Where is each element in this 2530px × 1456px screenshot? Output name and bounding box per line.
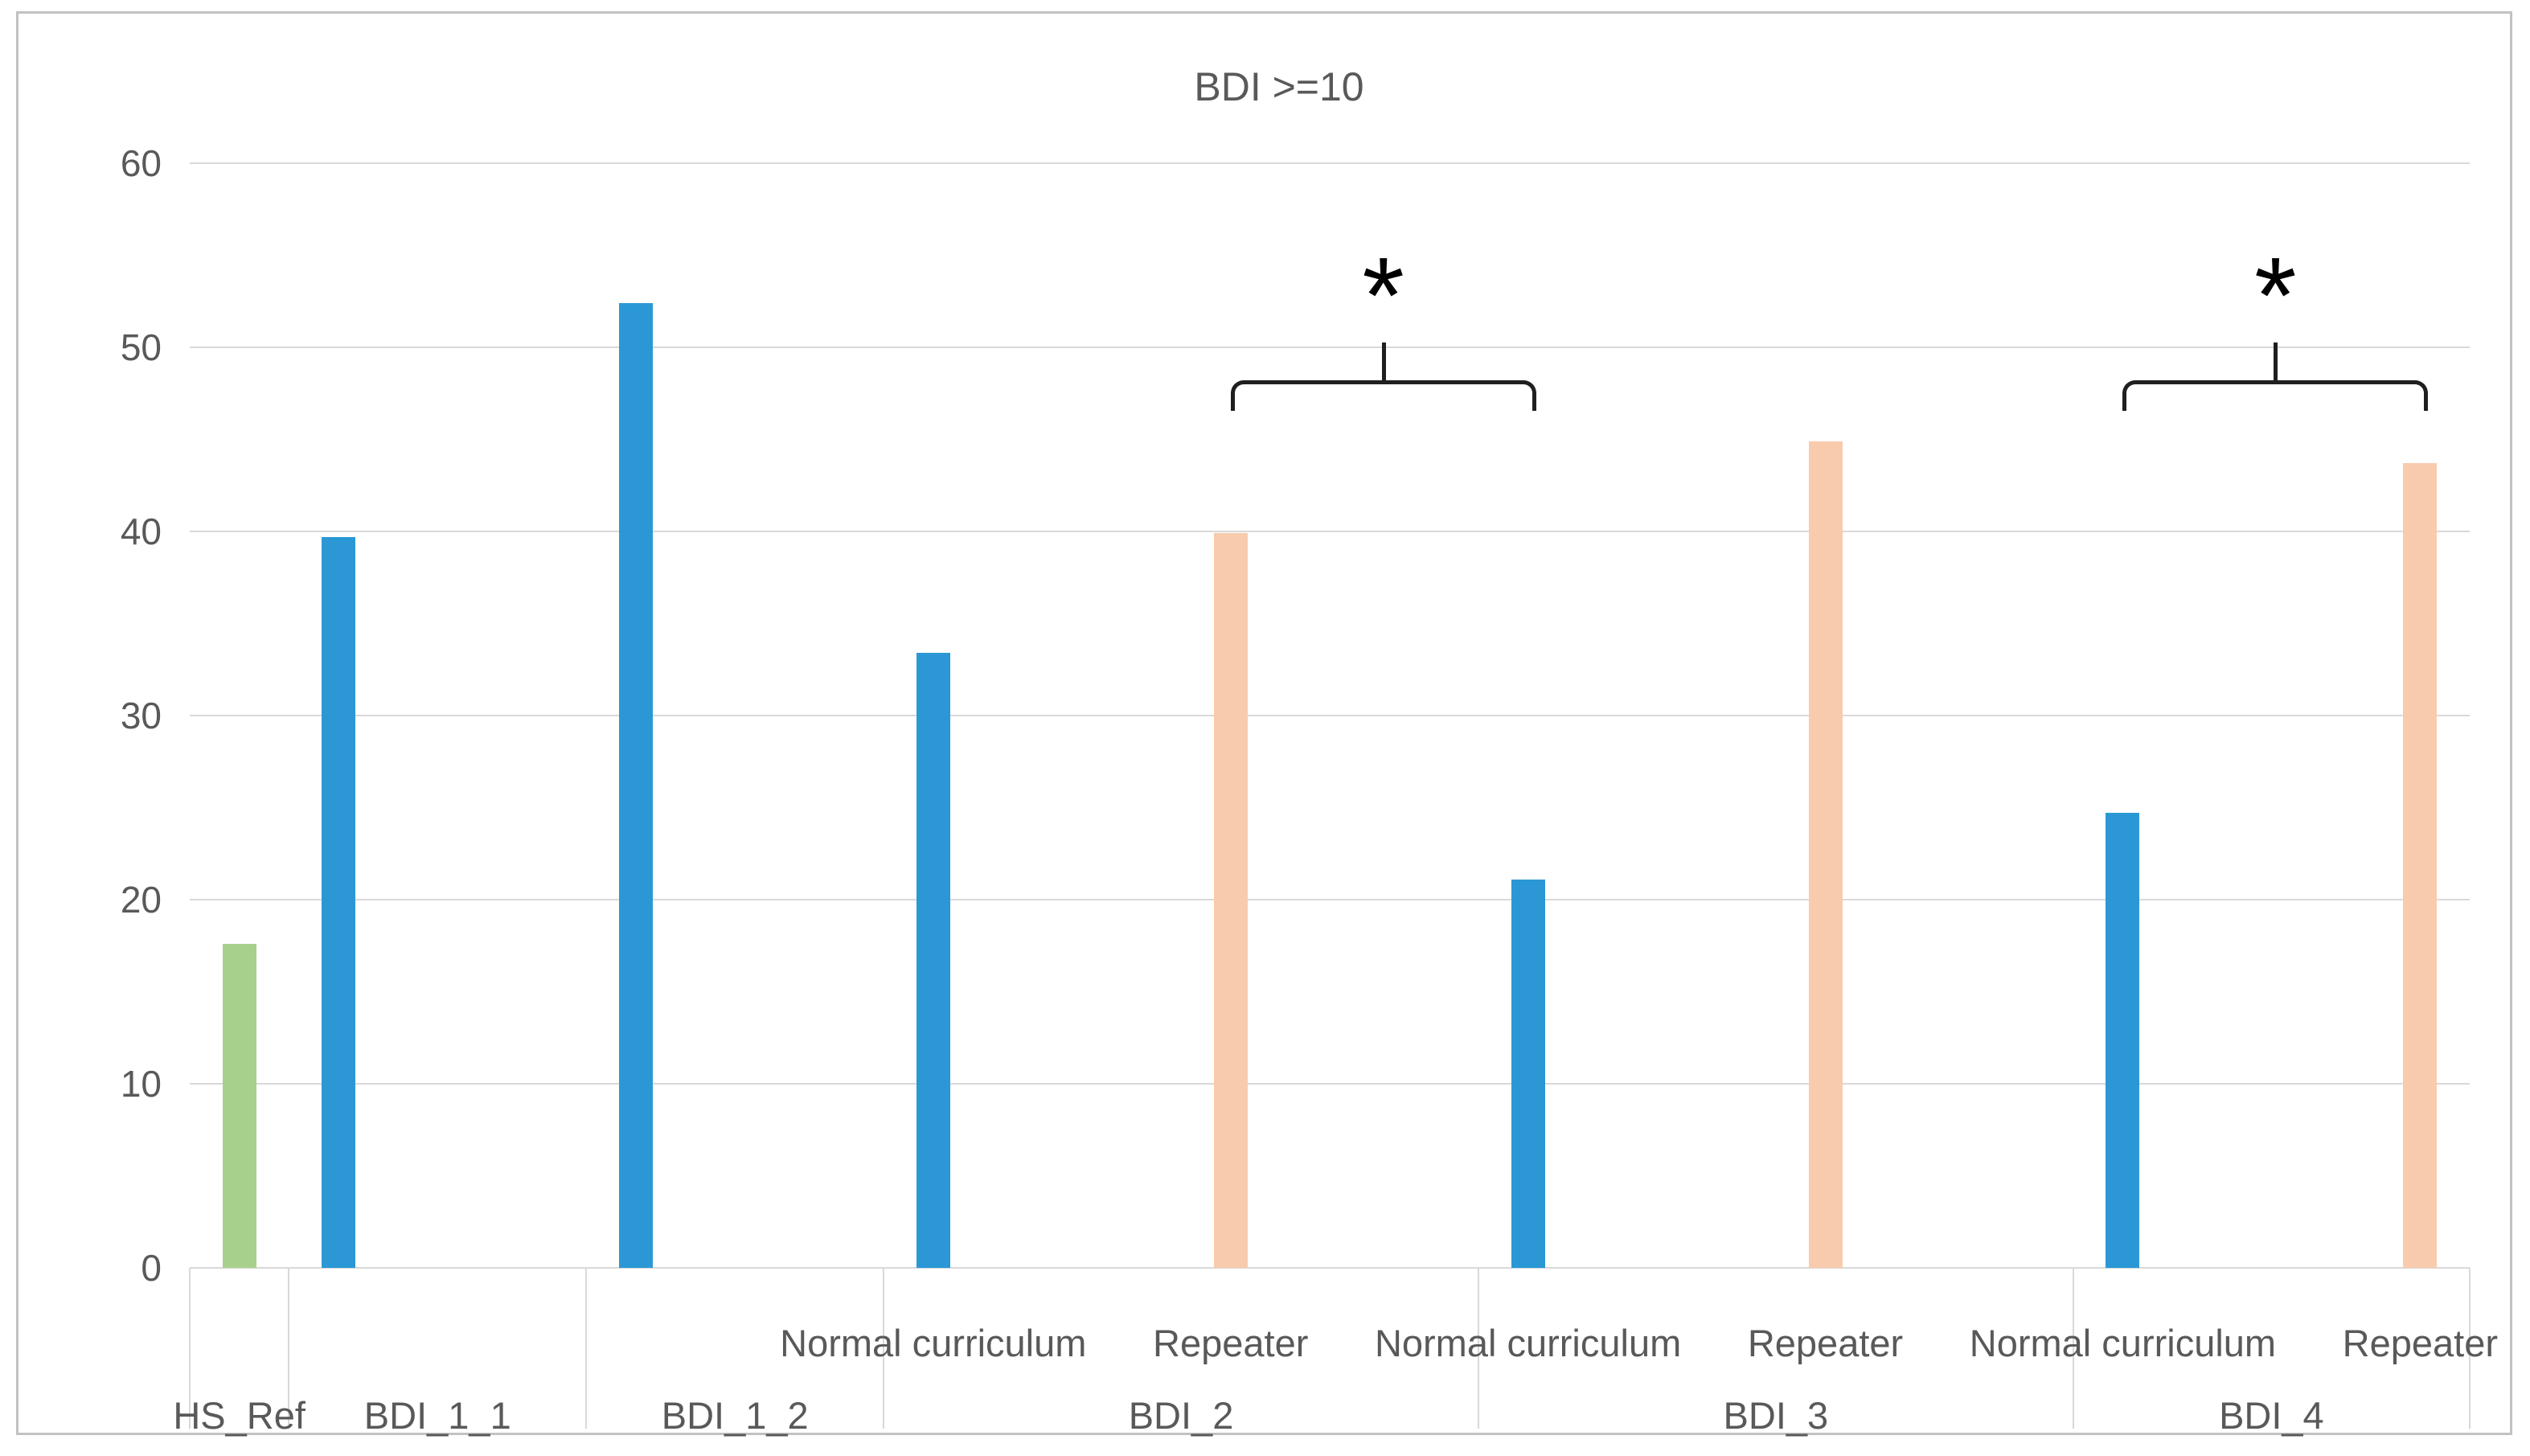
category-separator (883, 1268, 885, 1429)
axis-label-bdi-2-repeater: Repeater (1153, 1322, 1309, 1364)
bar-bdi-2-repeater (1213, 533, 1248, 1268)
gridline-30 (190, 715, 2470, 716)
axis-group-label-bdi-3: BDI_3 (1723, 1394, 1829, 1437)
axis-label-bdi-3-repeater: Repeater (1747, 1322, 1904, 1364)
gridline-0 (190, 1267, 2470, 1269)
bar-bdi-3-repeater (1808, 441, 1843, 1268)
axis-label-bdi-3-normal-curriculum: Normal curriculum (1374, 1322, 1682, 1364)
bar-bdi-4-normal-curriculum (2106, 813, 2140, 1268)
gridline-60 (190, 162, 2470, 164)
significance-asterisk: * (2254, 235, 2297, 357)
gridline-20 (190, 899, 2470, 900)
y-tick-label-50: 50 (120, 326, 162, 368)
axis-group-label-bdi-4: BDI_4 (2219, 1394, 2324, 1437)
bracket-center-tick (2274, 342, 2278, 385)
axis-group-label-bdi-2: BDI_2 (1128, 1394, 1234, 1437)
bar-bdi-1-2 (618, 303, 653, 1268)
axis-label-bdi-4-repeater: Repeater (2342, 1322, 2499, 1364)
y-tick-label-30: 30 (120, 695, 162, 736)
bar-bdi-3-normal-curriculum (1511, 879, 1545, 1268)
axis-group-label-bdi-1-2: BDI_1_2 (661, 1394, 809, 1437)
y-tick-label-60: 60 (120, 142, 162, 184)
significance-asterisk: * (1362, 235, 1404, 357)
significance-bracket: * (1230, 241, 1536, 412)
x-axis: HS_Ref BDI_1_1 BDI_1_2 Normal curriculum Rep… (173, 1268, 2498, 1437)
y-tick-label-10: 10 (120, 1063, 162, 1105)
y-axis-tick-labels: 0 10 20 30 40 50 60 (18, 142, 162, 1289)
gridline-50 (190, 347, 2470, 348)
bar-bdi-4-repeater (2403, 463, 2438, 1268)
chart-frame: BDI >=10 0 10 20 30 40 50 60 * * HS_Ref BDI_1_1 B… (16, 11, 2512, 1437)
gridline-40 (190, 531, 2470, 532)
category-separator (1477, 1268, 1479, 1429)
plot-area: * * (190, 162, 2470, 1269)
y-tick-label-40: 40 (120, 511, 162, 552)
bar-bdi-2-normal-curriculum (916, 653, 950, 1268)
axis-label-bdi-2-normal-curriculum: Normal curriculum (780, 1322, 1087, 1364)
y-tick-label-0: 0 (141, 1247, 162, 1289)
gridline-10 (190, 1083, 2470, 1085)
axis-label-bdi-4-normal-curriculum: Normal curriculum (1969, 1322, 2277, 1364)
chart-title: BDI >=10 (1194, 64, 1364, 109)
category-separator (189, 1268, 191, 1429)
axis-group-label-bdi-1-1: BDI_1_1 (363, 1394, 511, 1437)
category-separator (2469, 1268, 2471, 1429)
category-separator (288, 1268, 290, 1429)
significance-bracket: * (2122, 241, 2429, 412)
bracket-center-tick (1381, 342, 1386, 385)
axis-group-label-hs-ref: HS_Ref (173, 1394, 305, 1437)
category-separator (585, 1268, 588, 1429)
y-tick-label-20: 20 (120, 879, 162, 921)
category-separator (2072, 1268, 2074, 1429)
bar-hs-ref (222, 943, 256, 1268)
bar-bdi-1-1 (321, 536, 355, 1268)
